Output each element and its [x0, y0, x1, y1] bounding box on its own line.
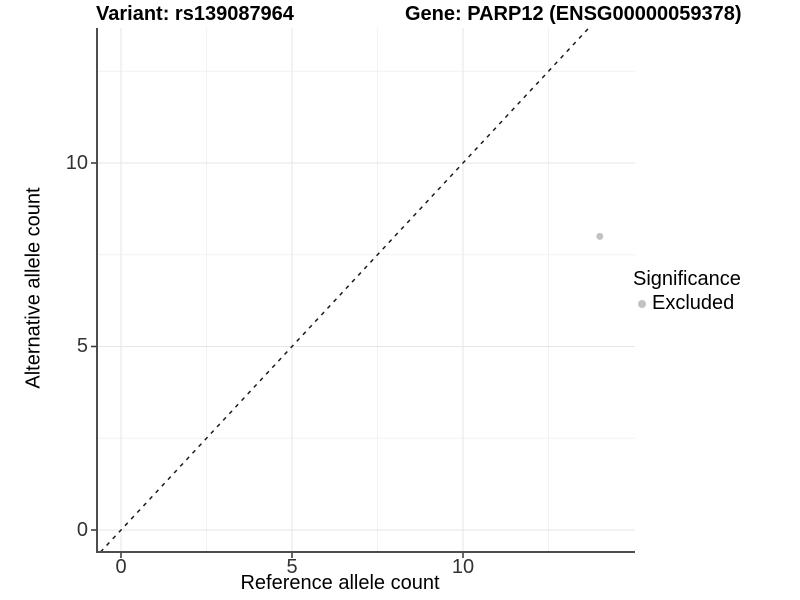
- y-tick-label: 5: [76, 335, 88, 357]
- legend-item-label: Excluded: [652, 292, 735, 314]
- legend-key-dot: [638, 299, 646, 308]
- y-axis-title: Alternative allele count: [22, 187, 45, 389]
- x-tick-label: 5: [286, 556, 298, 578]
- data-point: [596, 232, 604, 240]
- x-tick-label: 10: [451, 556, 475, 578]
- x-axis-title: Reference allele count: [240, 572, 440, 594]
- legend: Significance Excluded: [633, 268, 741, 315]
- x-tick-label: 0: [115, 556, 127, 578]
- identity-line: [99, 26, 591, 553]
- legend-item: Excluded: [633, 292, 741, 315]
- plot-title-gene: Gene: PARP12 (ENSG00000059378): [405, 3, 742, 25]
- y-tick-label: 10: [65, 152, 88, 174]
- y-tick-label: 0: [76, 519, 88, 541]
- plot-title-variant: Variant: rs139087964: [96, 3, 294, 25]
- legend-title: Significance: [633, 268, 741, 290]
